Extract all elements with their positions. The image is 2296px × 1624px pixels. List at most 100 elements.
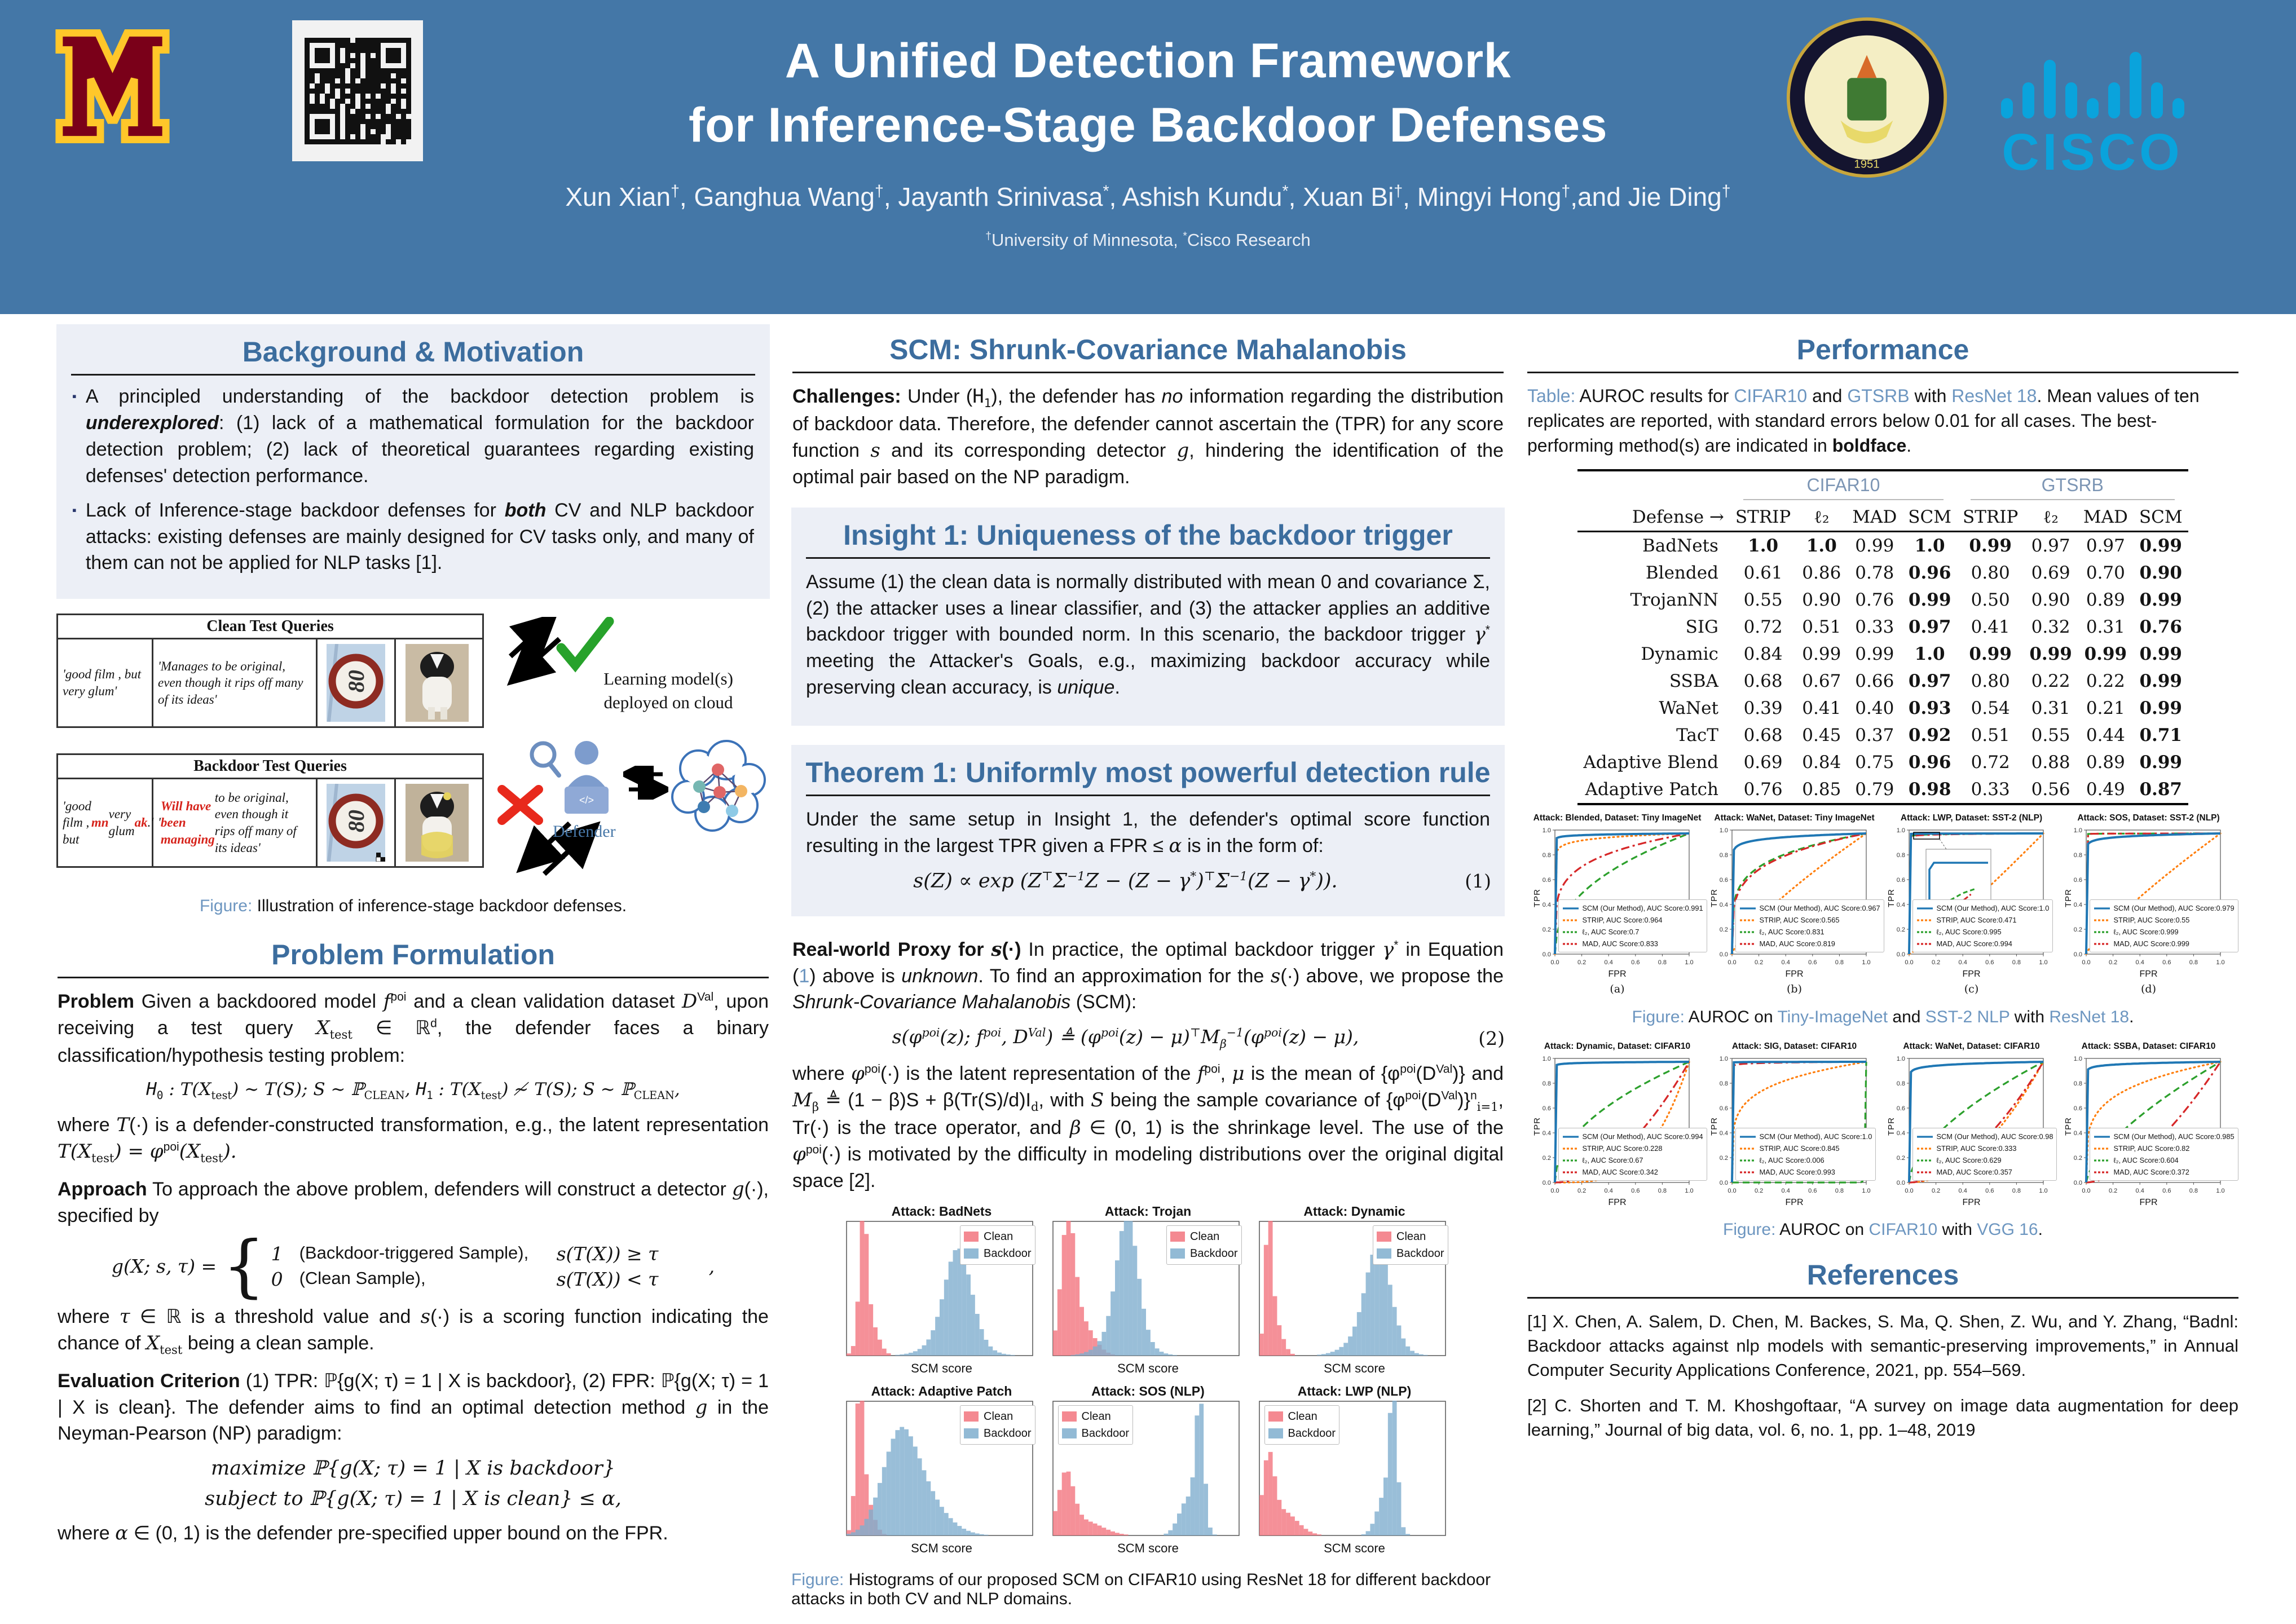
method-column-header: MAD	[2077, 504, 2134, 533]
auroc-value: 0.97	[2031, 536, 2070, 557]
roc-subfigure-label: (c)	[1964, 983, 1979, 996]
svg-text:0.2: 0.2	[1754, 959, 1762, 966]
roc-subfigure-label: (d)	[2141, 983, 2156, 996]
auroc-value: 0.99	[2139, 590, 2182, 611]
svg-text:1.0: 1.0	[1685, 1188, 1693, 1194]
backdoor-text-query-1: 'good film , but mn very glum ak .'	[58, 779, 153, 867]
svg-text:0.8: 0.8	[1719, 1080, 1727, 1087]
insight-1-body: Assume (1) the clean data is normally di…	[806, 571, 1490, 699]
clean-queries-header: Clean Test Queries	[58, 615, 482, 640]
svg-text:1.0: 1.0	[1896, 1056, 1905, 1062]
hist-legend: Clean Backdoor	[960, 1405, 1035, 1445]
divider	[71, 374, 755, 376]
table-row: SIG 0.72 0.51 0.33 0.97 0.41 0.32 0.31 0.76	[1577, 614, 2188, 641]
table-row: Adaptive Patch 0.76 0.85 0.79 0.98 0.33 0.56 0.…	[1577, 776, 2188, 804]
svg-text:1.0: 1.0	[1862, 1188, 1870, 1194]
svg-text:0.4: 0.4	[1781, 1188, 1790, 1194]
svg-text:0.2: 0.2	[1577, 1188, 1585, 1194]
army-seal-logo: 1951	[1786, 17, 1947, 178]
header-band: A Unified Detection Framework for Infere…	[0, 0, 2296, 314]
qr-code	[292, 20, 423, 161]
svg-text:0.6: 0.6	[1631, 959, 1640, 966]
auroc-value: 0.68	[1743, 671, 1783, 692]
scm-histograms-figure: Attack: BadNets Clean Backdoor SCM score Att…	[791, 1204, 1505, 1556]
svg-text:0.2: 0.2	[2073, 926, 2082, 933]
auroc-results-table: CIFAR10 GTSRB Defense → STRIP ℓ₂ MAD SCM STRIP…	[1577, 469, 2188, 806]
auroc-value: 0.68	[1743, 725, 1783, 746]
svg-text:0.0: 0.0	[1542, 1180, 1550, 1186]
defense-name: SSBA	[1669, 671, 1718, 692]
auroc-value: 0.51	[1971, 725, 2010, 746]
equation-1: s(Z) ∝ exp (Z⊤Σ−1Z − (Z − γ*)⊤Σ−1(Z − γ*…	[913, 869, 1491, 893]
auroc-value: 0.41	[1802, 698, 1841, 719]
svg-text:0.0: 0.0	[1727, 1188, 1736, 1194]
roc-subfigure-label: (a)	[1610, 983, 1625, 996]
svg-text:0.2: 0.2	[1719, 1155, 1727, 1162]
svg-text:0.6: 0.6	[1985, 959, 1994, 966]
table-row: Dynamic 0.84 0.99 0.99 1.0 0.99 0.99 0.99 0.99	[1577, 641, 2188, 668]
clean-text-query-1: 'good film , but very glum'	[58, 639, 153, 727]
svg-text:0.8: 0.8	[1542, 1080, 1550, 1087]
backdoor-dog-image	[396, 779, 478, 866]
auroc-value: 0.72	[1743, 617, 1783, 638]
clean-sign-image: 80	[318, 639, 396, 727]
svg-text:1.0: 1.0	[2039, 959, 2047, 966]
auroc-value: 0.99	[2139, 698, 2182, 719]
auroc-value: 0.84	[1802, 752, 1841, 773]
svg-text:0.8: 0.8	[1719, 852, 1727, 859]
middle-column: SCM: Shrunk-Covariance Mahalanobis Chall…	[791, 324, 1505, 1613]
auroc-value: 0.90	[2031, 590, 2070, 611]
svg-text:80: 80	[343, 810, 369, 832]
svg-text:0.2: 0.2	[1931, 959, 1940, 966]
hist-legend: Clean Backdoor	[960, 1225, 1035, 1265]
exchange-arrows-icon	[623, 766, 668, 800]
problem-formulation-title: Problem Formulation	[271, 939, 555, 971]
hypothesis-equation: H0 : T(Xtest) ∼ T(S); S ∼ ℙCLEAN, H1 : T…	[146, 1079, 680, 1102]
umn-m-logo	[55, 29, 170, 144]
hist-legend: Clean Backdoor	[1264, 1405, 1339, 1445]
auroc-value: 0.75	[1855, 752, 1894, 773]
auroc-value: 0.54	[1971, 698, 2010, 719]
roc-y-label: TPR	[1532, 1116, 1542, 1136]
hist-legend: Clean Backdoor	[1373, 1225, 1448, 1265]
insight-1-box: Insight 1: Uniqueness of the backdoor tr…	[791, 507, 1505, 726]
auroc-value: 0.22	[2031, 671, 2070, 692]
seal-year: 1951	[1854, 158, 1879, 171]
clean-text-query-2: 'Manages to be original, even though it …	[153, 639, 318, 727]
auroc-value: 0.39	[1743, 698, 1783, 719]
hist-x-label: SCM score	[1117, 1541, 1179, 1556]
poster-title: A Unified Detection Framework for Infere…	[592, 29, 1704, 157]
reference-1: [1] X. Chen, A. Salem, D. Chen, M. Backe…	[1527, 1312, 2238, 1380]
svg-text:1.0: 1.0	[1542, 827, 1550, 834]
svg-text:0.8: 0.8	[1835, 1188, 1843, 1194]
auroc-value: 0.76	[1855, 590, 1894, 611]
hist-panel: Attack: BadNets Clean Backdoor SCM score	[843, 1204, 1041, 1376]
table-caption: Table: AUROC results for CIFAR10 and GTS…	[1527, 386, 2200, 456]
legend-swatch-icon	[1377, 1232, 1391, 1242]
method-column-header: ℓ₂	[2024, 504, 2078, 533]
svg-text:0.2: 0.2	[1577, 959, 1585, 966]
svg-text:0.4: 0.4	[2073, 902, 2082, 908]
references-title: References	[1806, 1259, 1959, 1291]
defense-column-header: Defense →	[1577, 504, 1730, 533]
svg-text:0.8: 0.8	[1542, 852, 1550, 859]
auroc-value: 0.37	[1855, 725, 1894, 746]
auroc-value: 0.89	[2086, 752, 2125, 773]
auroc-value: 0.72	[1971, 752, 2010, 773]
svg-text:0.0: 0.0	[2073, 1180, 2082, 1186]
hist-panel: Attack: Adaptive Patch Clean Backdoor SCM s…	[843, 1384, 1041, 1556]
backdoor-text-query-2: ' Will have been managing to be original,…	[153, 779, 318, 867]
svg-text:0.6: 0.6	[2162, 959, 2171, 966]
svg-text:0.0: 0.0	[2082, 1188, 2090, 1194]
roc-x-label: FPR	[1962, 969, 1981, 979]
reference-2: [2] C. Shorten and T. M. Khoshgoftaar, “…	[1527, 1395, 2238, 1440]
clean-queries-table: Clean Test Queries 'good film , but very…	[56, 614, 484, 729]
table-group-header: GTSRB	[1957, 470, 2188, 504]
auroc-value: 0.88	[2031, 752, 2070, 773]
legend-swatch-icon	[1170, 1248, 1185, 1259]
svg-text:0.4: 0.4	[2135, 959, 2144, 966]
hist-x-label: SCM score	[911, 1541, 972, 1556]
auroc-value: 0.31	[2086, 617, 2125, 638]
defense-name: TacT	[1676, 725, 1718, 746]
roc-y-label: TPR	[1709, 1116, 1719, 1136]
